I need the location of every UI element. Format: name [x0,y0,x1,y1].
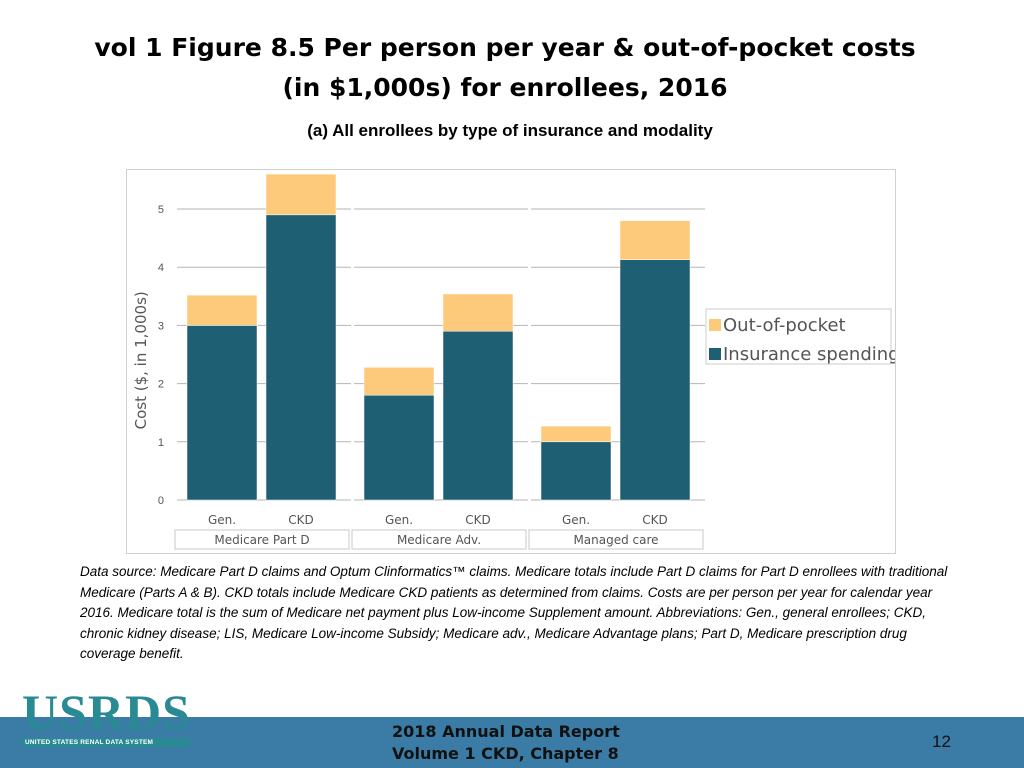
bar-insurance-spending [363,394,435,501]
bar-insurance-spending [442,330,514,501]
figure-subtitle: (a) All enrollees by type of insurance a… [307,121,713,140]
y-tick-label: 3 [158,320,164,332]
bar-out-of-pocket [265,173,337,216]
figure-title: vol 1 Figure 8.5 Per person per year & o… [0,28,1010,108]
group-label: Medicare Part D [214,533,309,547]
x-category-label: CKD [465,513,491,527]
logo-text: USRDS [22,684,191,740]
figure-title-line-2: (in $1,000s) for enrollees, 2016 [282,73,728,102]
x-category-label: Gen. [208,513,236,527]
legend-swatch [709,319,721,331]
bar-out-of-pocket [363,367,435,396]
y-tick-label: 5 [158,204,164,216]
chart-frame: 0 1 2 3 4 5 Cost ($, in 1,000s) Gen. CKD Medicare… [126,169,896,554]
bar-out-of-pocket [186,294,258,326]
bar-insurance-spending [186,325,258,501]
figure-title-line-1: vol 1 Figure 8.5 Per person per year & o… [94,33,916,62]
legend-swatch [709,348,721,360]
footer-report-title: 2018 Annual Data Report Volume 1 CKD, Ch… [392,721,620,765]
x-category-label: CKD [288,513,314,527]
usrds-logo: USRDS UNITED STATES RENAL DATA SYSTEM [22,684,191,747]
x-category-label: CKD [642,513,668,527]
bar-out-of-pocket [540,425,612,443]
group-label: Managed care [573,533,658,547]
bar-insurance-spending [265,214,337,501]
y-axis-label: Cost ($, in 1,000s) [132,291,150,429]
y-tick-label: 1 [158,437,164,449]
x-category-label: Gen. [385,513,413,527]
bar-insurance-spending [619,259,691,501]
data-source-footnote: Data source: Medicare Part D claims and … [80,564,948,661]
group-label: Medicare Adv. [397,533,481,547]
y-tick-label: 2 [158,379,164,391]
stacked-bar-chart: 0 1 2 3 4 5 Cost ($, in 1,000s) Gen. CKD Medicare… [132,173,895,550]
legend-label: Out-of-pocket [723,315,846,336]
page-number: 12 [932,732,951,751]
bar-insurance-spending [540,441,612,501]
x-category-label: Gen. [562,513,590,527]
legend-box [705,308,892,365]
bar-out-of-pocket [619,220,691,260]
group-label-box [174,529,350,550]
footer-line-1: 2018 Annual Data Report [392,722,620,741]
legend-label: Insurance spending [723,344,895,365]
group-label-box [528,529,704,550]
y-tick-label: 4 [158,262,164,274]
bar-out-of-pocket [442,293,514,332]
group-label-box [351,529,527,550]
footer-line-2: Volume 1 CKD, Chapter 8 [392,744,619,763]
logo-subtext: UNITED STATES RENAL DATA SYSTEM [22,738,190,747]
y-tick-label: 0 [158,495,164,507]
